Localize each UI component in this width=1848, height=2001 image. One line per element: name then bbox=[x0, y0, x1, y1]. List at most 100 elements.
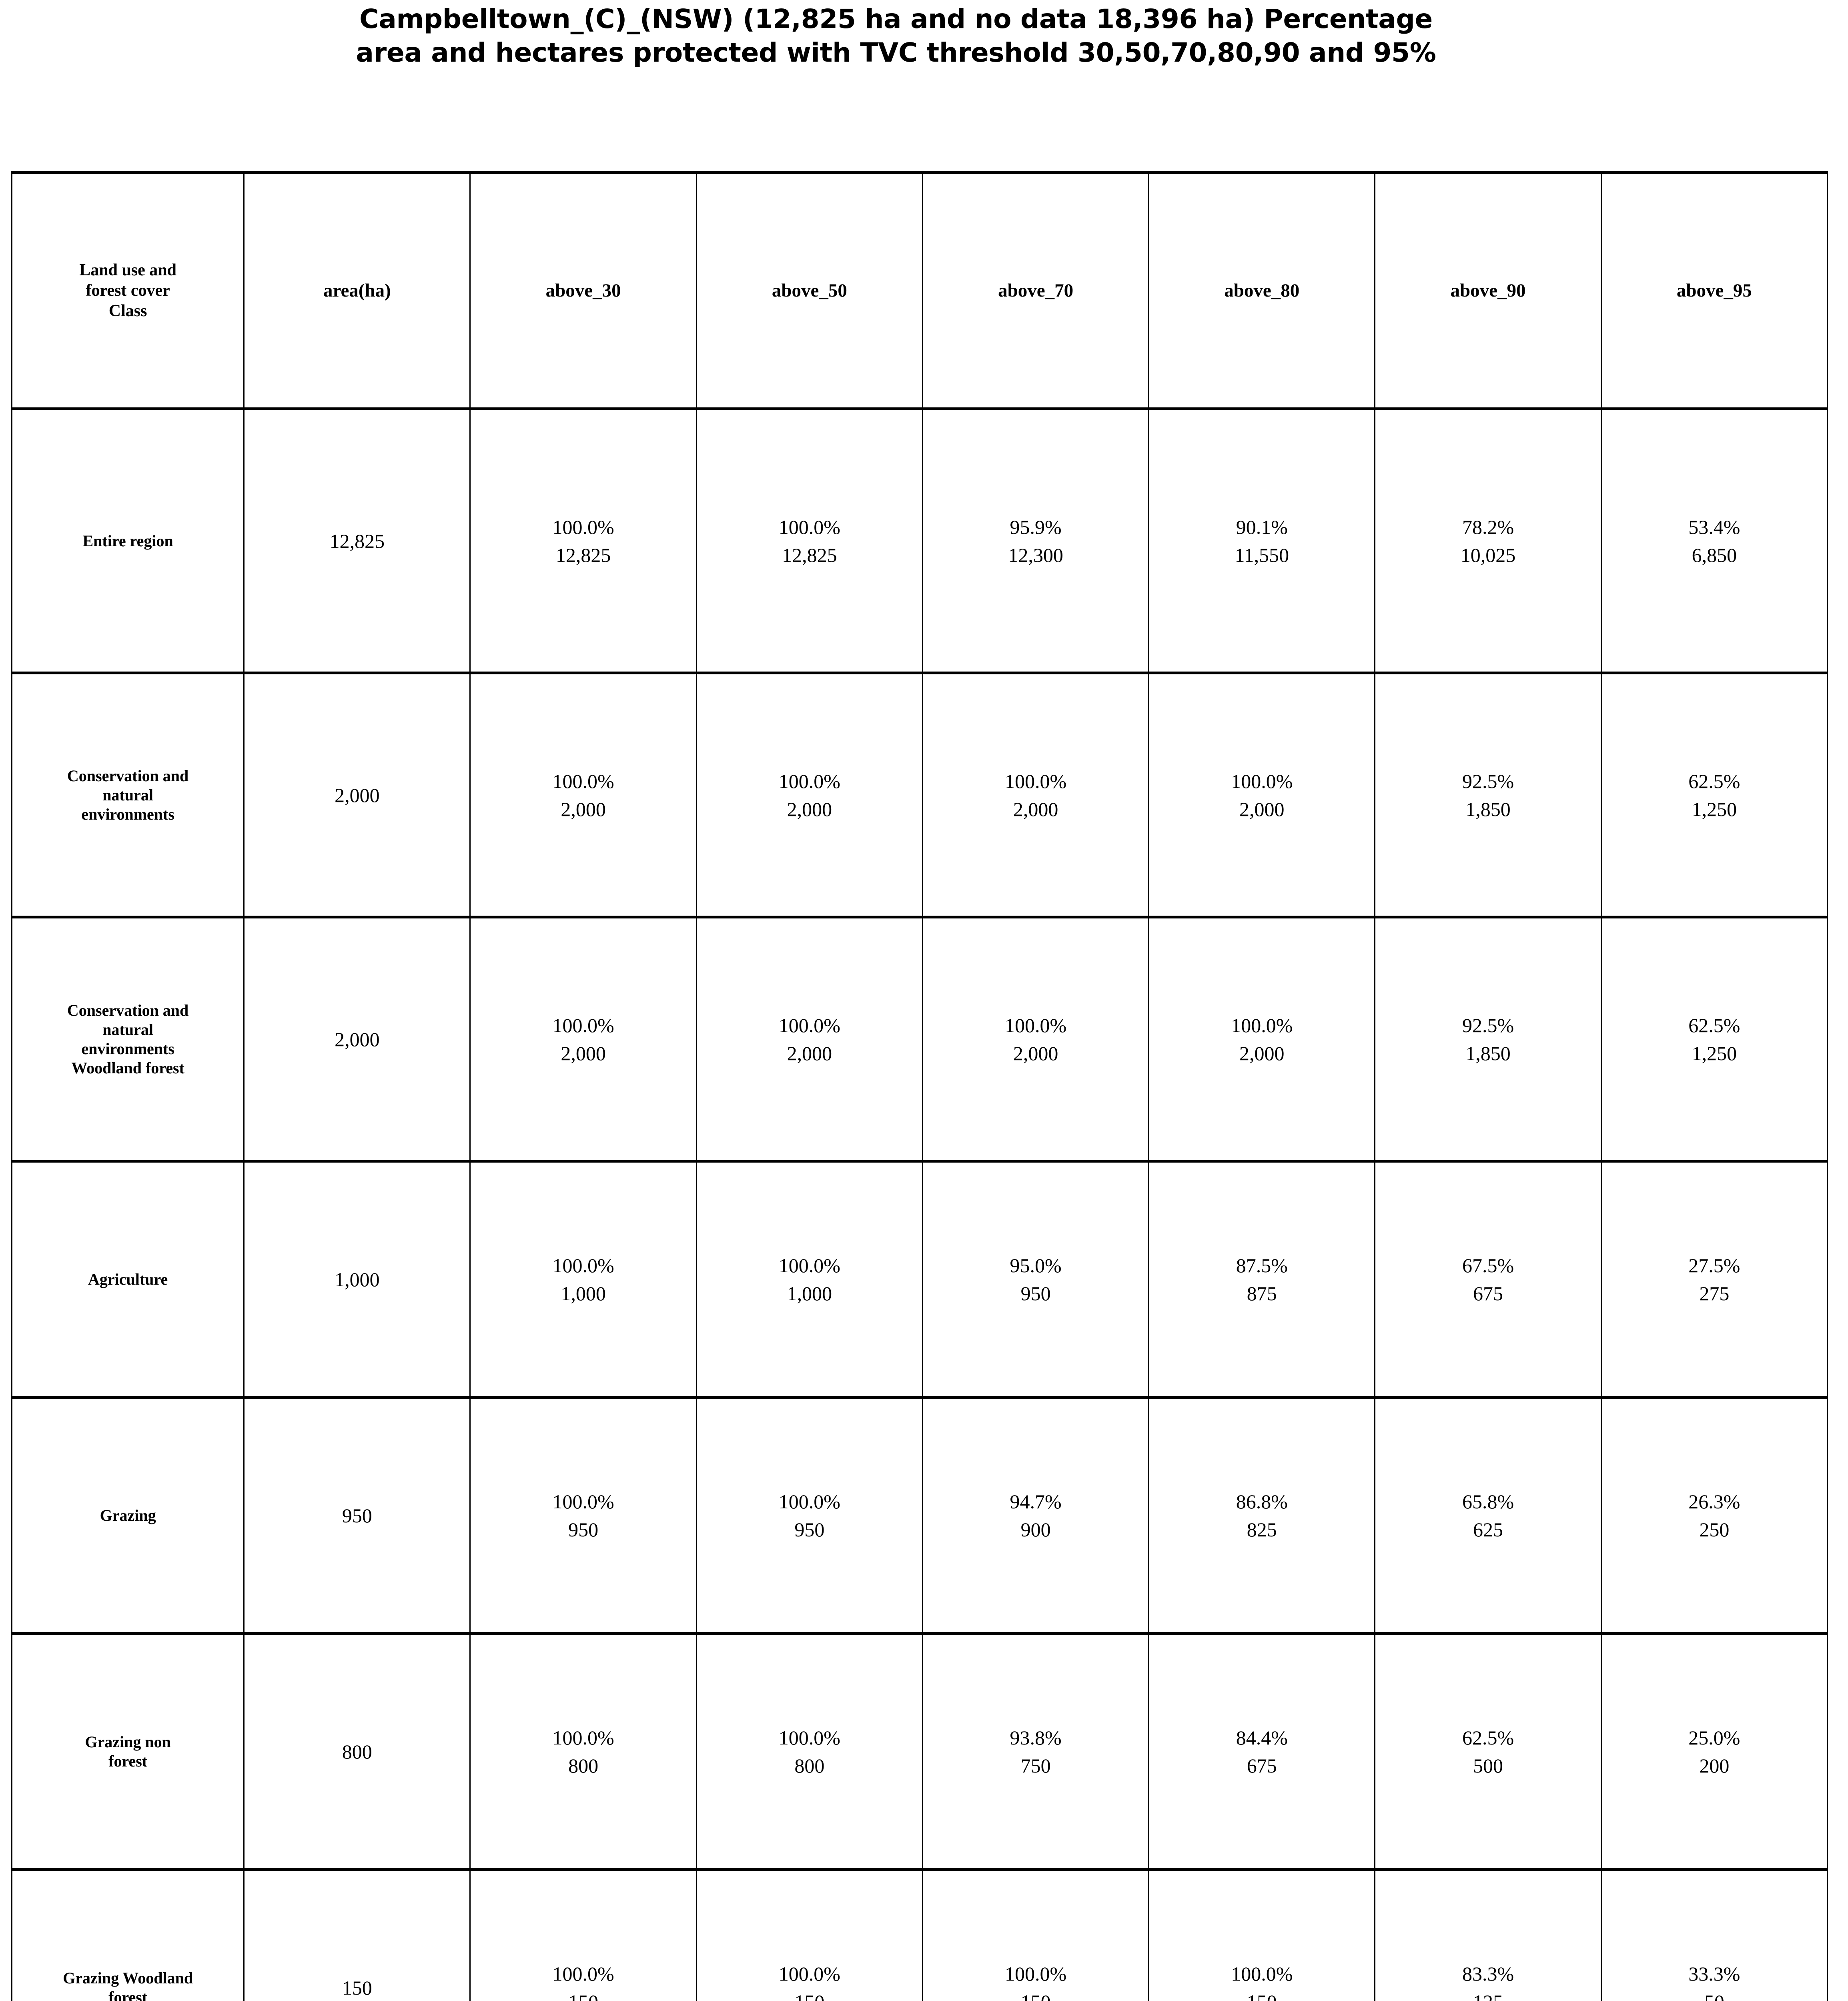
cell-hectares: 825 bbox=[1247, 1518, 1277, 1541]
column-header-area: area(ha) bbox=[243, 171, 471, 410]
cell-hectares: 150 bbox=[700, 1992, 920, 2001]
cell-hectares: 800 bbox=[794, 1754, 825, 1777]
cell-percent: 100.0% bbox=[778, 1014, 840, 1037]
row-label-2: Conservation and natural environments bbox=[11, 672, 245, 918]
table-row: Grazing non forest 800 100.0% 800 100.0% 800 93… bbox=[11, 1632, 1828, 1871]
row-label-line: Agriculture bbox=[88, 1270, 168, 1288]
cell-above-50: 100.0% 150 bbox=[696, 1868, 923, 2001]
cell-above-90: 67.5% 675 bbox=[1374, 1160, 1602, 1399]
row-label-line: Grazing Woodland bbox=[63, 1969, 193, 1987]
cell-percent: 67.5% bbox=[1462, 1254, 1514, 1277]
report-table: Land use and forest cover Class area(ha)… bbox=[11, 171, 1828, 2001]
cell-hectares: 1,250 bbox=[1692, 1042, 1737, 1065]
cell-above-80: 84.4% 675 bbox=[1148, 1632, 1376, 1871]
cell-above-50: 100.0% 2,000 bbox=[696, 916, 923, 1163]
cell-above-95: 53.4% 6,850 bbox=[1600, 407, 1828, 674]
cell-above-80: 87.5% 875 bbox=[1148, 1160, 1376, 1399]
column-header-above-70: above_70 bbox=[922, 171, 1150, 410]
cell-hectares: 2,000 bbox=[561, 1042, 606, 1065]
table-body: Entire region 12,825 100.0% 12,825 100.0% 12,… bbox=[11, 407, 1828, 2001]
cell-hectares: 11,550 bbox=[1235, 543, 1289, 566]
cell-hectares: 950 bbox=[1020, 1282, 1051, 1305]
cell-hectares: 750 bbox=[1020, 1754, 1051, 1777]
row-label-line: Grazing bbox=[100, 1506, 156, 1524]
row-label-line: Woodland forest bbox=[71, 1059, 184, 1077]
cell-above-95: 26.3% 250 bbox=[1600, 1396, 1828, 1635]
table-header-row: Land use and forest cover Class area(ha)… bbox=[11, 171, 1828, 410]
cell-hectares: 950 bbox=[794, 1518, 825, 1541]
cell-above-80: 100.0% 150 bbox=[1148, 1868, 1376, 2001]
cell-percent: 100.0% bbox=[1004, 1014, 1067, 1037]
column-header-above-95: above_95 bbox=[1600, 171, 1828, 410]
cell-area: 1,000 bbox=[243, 1160, 471, 1399]
cell-percent: 100.0% bbox=[778, 515, 840, 538]
cell-hectares: 1,850 bbox=[1465, 798, 1511, 820]
cell-percent: 95.9% bbox=[1010, 515, 1062, 538]
cell-above-30: 100.0% 150 bbox=[469, 1868, 697, 2001]
cell-percent: 100.0% bbox=[552, 1726, 614, 1749]
cell-hectares: 2,000 bbox=[787, 798, 832, 820]
cell-hectares: 675 bbox=[1247, 1754, 1277, 1777]
column-header-above-90: above_90 bbox=[1374, 171, 1602, 410]
cell-above-30: 100.0% 2,000 bbox=[469, 672, 697, 918]
cell-percent: 53.4% bbox=[1688, 515, 1740, 538]
cell-above-95: 62.5% 1,250 bbox=[1600, 672, 1828, 918]
table-row: Grazing 950 100.0% 950 100.0% 950 94.7% 900 86.8… bbox=[11, 1396, 1828, 1635]
page-title: Campbelltown_(C)_(NSW) (12,825 ha and no… bbox=[0, 0, 1848, 70]
cell-percent: 62.5% bbox=[1688, 770, 1740, 792]
cell-above-50: 100.0% 950 bbox=[696, 1396, 923, 1635]
cell-area: 2,000 bbox=[243, 672, 471, 918]
page-title-line-2: area and hectares protected with TVC thr… bbox=[356, 37, 1436, 68]
cell-above-50: 100.0% 12,825 bbox=[696, 407, 923, 674]
cell-hectares: 2,000 bbox=[787, 1042, 832, 1065]
row-label-line: forest bbox=[108, 1752, 148, 1770]
table-row: Conservation and natural environments Woodl… bbox=[11, 916, 1828, 1163]
cell-above-90: 83.3% 125 bbox=[1374, 1868, 1602, 2001]
cell-above-70: 93.8% 750 bbox=[922, 1632, 1150, 1871]
row-label-1: Entire region bbox=[11, 407, 245, 674]
table-row: Grazing Woodlandforest150100.0%150100.0%… bbox=[11, 1868, 1828, 2001]
cell-percent: 62.5% bbox=[1688, 1014, 1740, 1037]
table-row: Agriculture 1,000 100.0% 1,000 100.0% 1,000 95… bbox=[11, 1160, 1828, 1399]
cell-hectares: 150 bbox=[473, 1992, 693, 2001]
row-label-line: natural bbox=[102, 1020, 153, 1039]
cell-percent: 94.7% bbox=[1010, 1490, 1062, 1513]
cell-above-90: 62.5% 500 bbox=[1374, 1632, 1602, 1871]
cell-hectares: 900 bbox=[1020, 1518, 1051, 1541]
cell-percent: 100.0% bbox=[552, 515, 614, 538]
cell-hectares: 2,000 bbox=[1239, 798, 1285, 820]
cell-hectares: 1,250 bbox=[1692, 798, 1737, 820]
cell-hectares: 800 bbox=[568, 1754, 599, 1777]
cell-above-90: 92.5% 1,850 bbox=[1374, 672, 1602, 918]
cell-hectares: 12,825 bbox=[555, 543, 611, 566]
cell-percent: 33.3% bbox=[1688, 1962, 1740, 1985]
cell-hectares: 500 bbox=[1473, 1754, 1503, 1777]
cell-percent: 100.0% bbox=[1004, 1962, 1067, 1985]
cell-percent: 100.0% bbox=[1231, 1962, 1293, 1985]
page-title-line-1: Campbelltown_(C)_(NSW) (12,825 ha and no… bbox=[359, 4, 1433, 34]
report-table-container: Land use and forest cover Class area(ha)… bbox=[11, 171, 1828, 2001]
cell-percent: 26.3% bbox=[1688, 1490, 1740, 1513]
cell-above-70: 95.0% 950 bbox=[922, 1160, 1150, 1399]
cell-hectares: 275 bbox=[1699, 1282, 1730, 1305]
cell-hectares: 50 bbox=[1604, 1992, 1824, 2001]
cell-above-80: 100.0% 2,000 bbox=[1148, 916, 1376, 1163]
column-header-above-80: above_80 bbox=[1148, 171, 1376, 410]
cell-hectares: 12,825 bbox=[782, 543, 837, 566]
cell-above-80: 100.0% 2,000 bbox=[1148, 672, 1376, 918]
cell-above-70: 94.7% 900 bbox=[922, 1396, 1150, 1635]
row-label-line: Grazing non bbox=[85, 1732, 171, 1751]
cell-hectares: 250 bbox=[1699, 1518, 1730, 1541]
row-label-5: Grazing bbox=[11, 1396, 245, 1635]
cell-above-70: 100.0% 2,000 bbox=[922, 672, 1150, 918]
cell-area: 2,000 bbox=[243, 916, 471, 1163]
cell-percent: 100.0% bbox=[552, 1254, 614, 1277]
cell-percent: 100.0% bbox=[778, 770, 840, 792]
cell-above-90: 92.5% 1,850 bbox=[1374, 916, 1602, 1163]
column-header-class-line-1: Land use and bbox=[79, 261, 177, 279]
column-header-class-line-3: Class bbox=[108, 302, 147, 321]
cell-percent: 27.5% bbox=[1688, 1254, 1740, 1277]
cell-above-80: 90.1% 11,550 bbox=[1148, 407, 1376, 674]
cell-percent: 92.5% bbox=[1462, 770, 1514, 792]
row-label-line: Conservation and bbox=[67, 1001, 189, 1019]
